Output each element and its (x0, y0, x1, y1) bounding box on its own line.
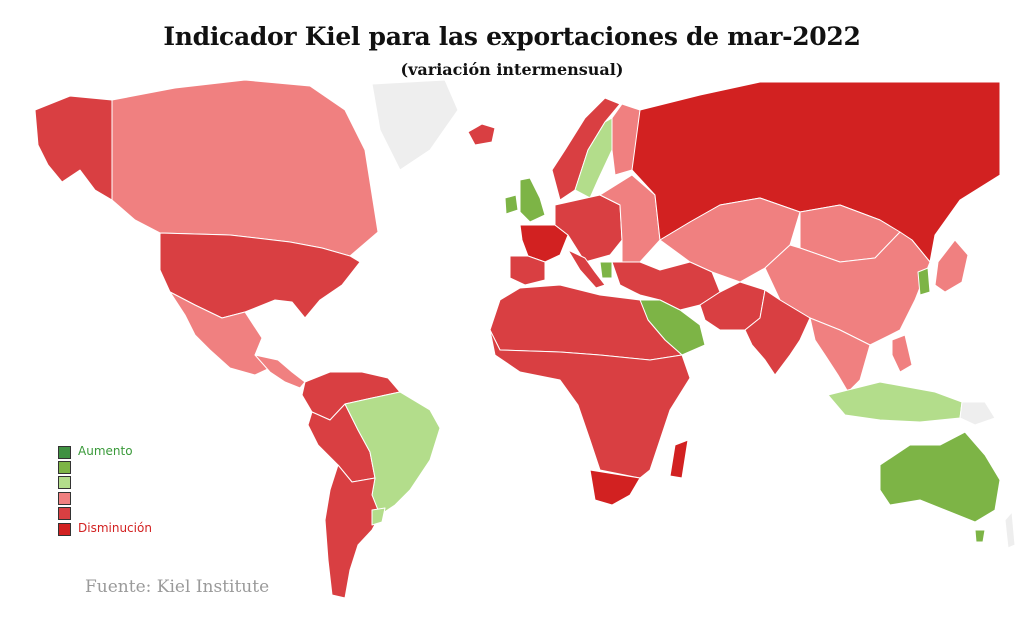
region-ireland[interactable] (504, 194, 519, 215)
region-sub-saharan-africa[interactable] (489, 329, 691, 479)
region-united-kingdom[interactable] (519, 177, 546, 223)
region-papua-new-guinea (959, 401, 996, 426)
region-iceland[interactable] (467, 123, 496, 146)
source-note: Fuente: Kiel Institute (85, 577, 270, 597)
region-alaska[interactable] (34, 95, 113, 201)
region-tasmania[interactable] (974, 529, 986, 543)
legend-swatch (58, 523, 71, 536)
map-subtitle: (variación intermensual) (400, 60, 624, 79)
region-south-africa[interactable] (589, 469, 641, 506)
legend-swatch (58, 507, 71, 520)
region-uruguay[interactable] (371, 507, 386, 526)
region-norway[interactable] (551, 97, 621, 201)
region-iberia[interactable] (509, 255, 546, 286)
legend-label: Disminución (78, 521, 152, 535)
region-central-europe[interactable] (554, 194, 623, 263)
region-greenland (371, 79, 459, 171)
legend-swatch (58, 461, 71, 474)
legend-swatch (58, 492, 71, 505)
legend-swatch (58, 476, 71, 489)
legend-swatch (58, 446, 71, 459)
region-central-america[interactable] (254, 354, 306, 389)
region-australia[interactable] (879, 431, 1001, 523)
region-canada[interactable] (111, 79, 379, 257)
region-india[interactable] (744, 289, 811, 376)
region-japan[interactable] (934, 239, 969, 293)
region-korea[interactable] (917, 267, 931, 296)
region-greece[interactable] (599, 261, 613, 279)
region-brazil[interactable] (344, 391, 441, 516)
region-italy[interactable] (567, 249, 606, 289)
map-title: Indicador Kiel para las exportaciones de… (163, 22, 861, 51)
region-philippines[interactable] (891, 334, 913, 373)
region-madagascar[interactable] (669, 439, 689, 479)
region-new-zealand (1004, 511, 1016, 549)
region-argentina-chile[interactable] (324, 464, 381, 599)
legend-label: Aumento (78, 444, 133, 458)
